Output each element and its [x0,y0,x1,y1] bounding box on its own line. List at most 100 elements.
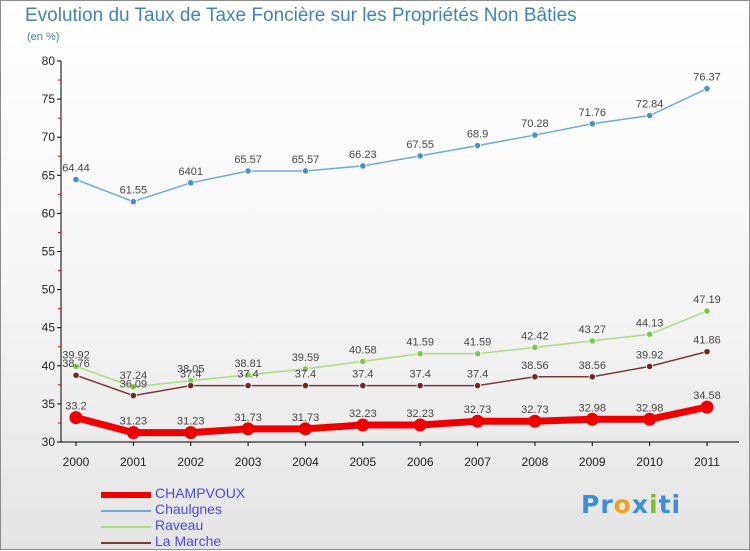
data-label-raveau: 42.42 [521,330,549,342]
y-tick-label: 70 [42,130,56,144]
point-raveau [72,362,80,371]
legend-label-raveau: Raveau [155,517,204,533]
data-label-champvoux: 34.58 [693,390,721,402]
point-chaulgnes [473,141,482,150]
unit-label: (en %) [27,31,60,43]
series-line-raveau [75,310,708,388]
data-label-raveau: 39.92 [62,349,90,361]
y-tick-label: 30 [42,435,56,449]
x-tick-label: 2006 [407,455,434,469]
data-label-chaulgnes: 6401 [178,166,202,178]
data-label-la-marche: 38.56 [521,360,549,372]
data-label-raveau: 37.24 [120,370,148,382]
data-label-la-marche: 38.76 [62,358,90,370]
y-tick-label: 35 [42,397,56,411]
point-chaulgnes [359,162,367,170]
data-label-raveau: 40.58 [349,344,377,356]
data-label-champvoux: 31.23 [120,416,148,428]
y-tick-label: 55 [42,245,56,259]
data-label-raveau: 38.05 [177,364,205,376]
proxiti-logo: Proxiti [581,490,682,519]
data-label-raveau: 38.81 [234,358,262,370]
legend-swatch-raveau [101,526,151,528]
series-line-champvoux [75,403,708,437]
data-label-chaulgnes: 72.84 [636,99,664,111]
series-line-la-marche [75,350,708,397]
data-label-la-marche: 38.56 [579,360,607,372]
point-la-marche [359,382,367,390]
point-la-marche [301,382,310,390]
data-label-chaulgnes: 65.57 [234,154,262,166]
point-champvoux [69,411,83,425]
data-label-chaulgnes: 76.37 [693,72,721,84]
y-tick-label: 40 [42,359,56,373]
point-raveau [473,350,482,358]
point-chaulgnes [531,131,539,139]
data-label-champvoux: 32.23 [406,408,434,420]
point-chaulgnes [72,175,80,184]
data-label-la-marche: 37.4 [295,369,316,381]
point-chaulgnes [416,152,424,160]
data-label-la-marche: 37.4 [237,369,258,381]
x-tick-label: 2000 [63,455,90,469]
data-label-chaulgnes: 65.57 [292,154,320,166]
point-champvoux [356,418,370,432]
point-champvoux [528,414,542,428]
data-label-chaulgnes: 71.76 [579,107,607,119]
legend-label-chaulgnes: Chaulgnes [155,501,222,517]
point-la-marche [187,382,195,390]
point-champvoux [298,422,312,436]
y-tick-label: 60 [42,206,56,220]
legend-swatch-la-marche [101,542,151,544]
point-chaulgnes [588,120,596,128]
x-tick-label: 2003 [235,455,262,469]
legend-swatch-champvoux [101,492,151,498]
point-la-marche [244,382,252,390]
data-label-raveau: 44.13 [636,317,664,329]
point-la-marche [588,373,596,381]
data-label-la-marche: 37.4 [180,369,201,381]
point-raveau [301,365,310,373]
data-label-champvoux: 33.2 [65,401,86,413]
series-line-chaulgnes [75,87,708,203]
x-tick-label: 2008 [522,455,549,469]
point-raveau [588,337,596,345]
data-label-raveau: 47.19 [693,294,721,306]
point-la-marche [416,382,424,390]
data-label-la-marche: 36.09 [120,379,148,391]
data-label-la-marche: 37.4 [409,369,430,381]
data-label-raveau: 41.59 [464,337,492,349]
point-la-marche [531,373,539,381]
data-label-chaulgnes: 70.28 [521,118,549,130]
point-raveau [129,383,137,391]
point-raveau [359,357,367,365]
y-tick-label: 50 [42,283,56,297]
point-raveau [416,350,424,358]
x-tick-label: 2010 [636,455,663,469]
point-champvoux [643,412,657,426]
point-chaulgnes [703,85,711,93]
data-label-champvoux: 32.98 [579,402,607,414]
x-tick-label: 2009 [579,455,606,469]
chart-title: Evolution du Taux de Taxe Foncière sur l… [25,5,577,26]
y-tick-label: 80 [42,54,56,68]
point-chaulgnes [244,167,252,175]
point-champvoux [471,414,485,428]
data-label-champvoux: 32.73 [521,404,549,416]
data-label-chaulgnes: 64.44 [62,163,90,175]
point-champvoux [184,426,198,440]
point-champvoux [585,412,599,426]
point-la-marche [72,371,80,379]
point-raveau [703,307,711,315]
x-tick-label: 2001 [120,455,147,469]
x-tick-label: 2011 [694,455,720,469]
data-label-raveau: 41.59 [406,337,434,349]
point-chaulgnes [646,111,654,120]
series-layer [69,85,714,440]
data-label-la-marche: 37.4 [352,369,373,381]
data-label-champvoux: 32.73 [464,404,492,416]
legend-label-la-marche: La Marche [155,533,222,549]
data-label-layer: 64.44 61.55 6401 65.57 65.57 66.23 67.55 68.9 70… [62,72,721,428]
